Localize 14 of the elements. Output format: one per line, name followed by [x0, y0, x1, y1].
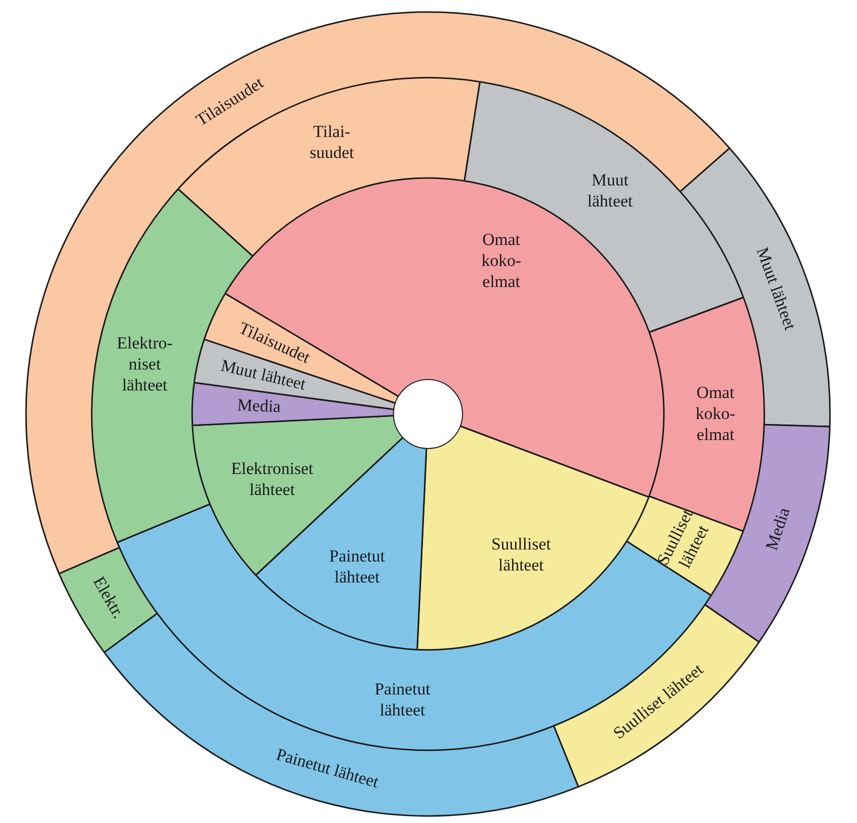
- slice-label: Painetut lähteet: [274, 744, 381, 792]
- slice-label: Media: [236, 395, 282, 416]
- slice-label: Elektr.: [89, 573, 128, 622]
- slice-label: Elektro- niset lähteet: [116, 334, 173, 395]
- slice-label: Elektroniset lähteet: [231, 458, 314, 499]
- slice-label: Muut lähteet: [587, 170, 633, 211]
- slice-label: Muut lähteet: [752, 244, 800, 333]
- slice-label: Painetut lähteet: [329, 546, 386, 587]
- slice-label: Omat koko- elmat: [696, 382, 736, 444]
- slice-label: Suulliset lähteet: [491, 534, 552, 574]
- slice-label: Media: [762, 504, 794, 552]
- slice-label: Tilai- suudet: [310, 122, 354, 162]
- slice-label: Omat koko- elmat: [481, 230, 522, 291]
- slice-label: Painetut lähteet: [374, 679, 431, 720]
